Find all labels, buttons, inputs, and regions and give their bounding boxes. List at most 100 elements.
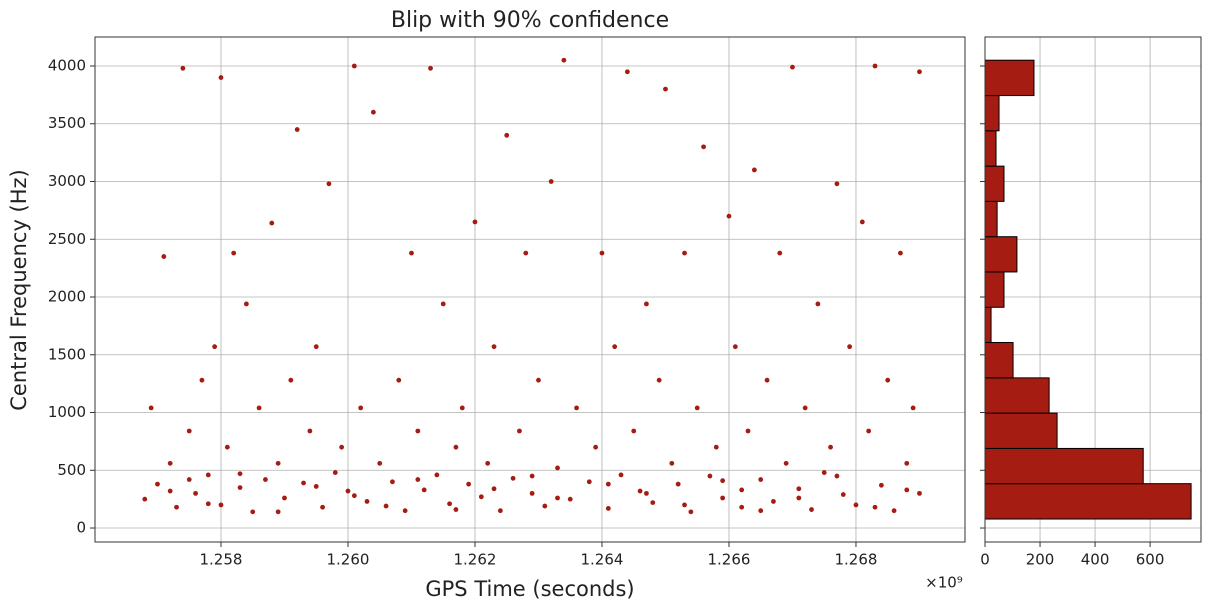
point: [529, 473, 535, 479]
point: [815, 301, 821, 307]
y-tick-label: 0: [76, 519, 86, 537]
point: [739, 487, 745, 493]
point: [605, 505, 611, 511]
point: [269, 220, 275, 226]
histogram-bar: [984, 306, 992, 344]
point: [872, 63, 878, 69]
point: [415, 428, 421, 434]
point: [326, 181, 332, 187]
axes-frame: [94, 36, 966, 543]
point: [161, 254, 167, 259]
point: [523, 250, 529, 256]
y-tick-label: 500: [57, 461, 86, 479]
point: [447, 501, 452, 507]
point: [593, 444, 599, 450]
point: [802, 405, 808, 411]
point: [409, 250, 414, 256]
point: [898, 250, 903, 256]
x-tick-label: 1.260: [327, 551, 370, 569]
point: [821, 470, 827, 475]
point: [453, 444, 459, 450]
point: [224, 444, 230, 450]
histogram-bar: [984, 342, 1014, 379]
point: [370, 109, 376, 115]
point: [263, 477, 268, 482]
x-tick-label: 1.258: [200, 551, 243, 569]
point: [478, 494, 484, 500]
point: [694, 405, 700, 411]
histogram-bar: [984, 59, 1035, 97]
point: [720, 478, 726, 484]
x-tick-label: 1.262: [454, 551, 497, 569]
point: [751, 167, 757, 173]
point: [910, 405, 916, 411]
point: [758, 477, 764, 482]
point: [713, 444, 719, 450]
point: [466, 481, 472, 487]
point: [218, 502, 224, 508]
point: [339, 444, 345, 450]
point: [644, 301, 649, 307]
point: [205, 472, 211, 478]
point: [834, 473, 840, 479]
point: [491, 344, 497, 350]
point: [542, 503, 548, 509]
point: [796, 495, 802, 501]
x-tick-label: 0: [980, 551, 990, 569]
point: [351, 493, 357, 499]
point: [377, 460, 383, 466]
point: [186, 428, 192, 434]
point: [294, 127, 300, 132]
point: [663, 86, 668, 92]
point: [155, 481, 160, 487]
point: [758, 508, 764, 514]
point: [237, 485, 243, 490]
point: [904, 460, 910, 466]
point: [707, 473, 713, 479]
point: [212, 344, 218, 350]
point: [485, 460, 491, 466]
point: [332, 470, 338, 475]
histogram-bar: [984, 412, 1058, 449]
point: [555, 465, 560, 471]
point: [402, 508, 408, 514]
point: [917, 490, 922, 496]
point: [637, 488, 643, 494]
point: [218, 75, 224, 80]
point: [301, 480, 306, 486]
point: [720, 495, 726, 501]
histogram-bar: [984, 236, 1018, 273]
point: [644, 490, 649, 496]
point: [605, 481, 611, 487]
point: [732, 344, 738, 350]
point: [745, 428, 751, 434]
point: [288, 377, 294, 383]
point: [275, 460, 281, 466]
point: [345, 488, 351, 494]
point: [567, 496, 573, 502]
histogram-bar: [984, 95, 1000, 132]
point: [364, 499, 370, 504]
point: [555, 495, 560, 501]
point: [193, 490, 198, 496]
point: [174, 504, 179, 510]
point: [529, 490, 535, 496]
point: [574, 405, 579, 411]
point: [701, 144, 706, 150]
point: [180, 65, 186, 71]
point: [631, 428, 637, 434]
point: [675, 481, 681, 487]
point: [205, 501, 211, 507]
point: [764, 377, 770, 383]
point: [282, 495, 287, 501]
x-tick-label: 1.266: [707, 551, 750, 569]
point: [847, 344, 853, 350]
point: [440, 301, 446, 307]
point: [497, 508, 503, 514]
y-tick-label: 2000: [48, 288, 86, 306]
chart-title: Blip with 90% confidence: [391, 8, 669, 33]
point: [510, 475, 516, 481]
x-offset-label: ×10⁹: [925, 574, 963, 592]
point: [320, 504, 325, 510]
